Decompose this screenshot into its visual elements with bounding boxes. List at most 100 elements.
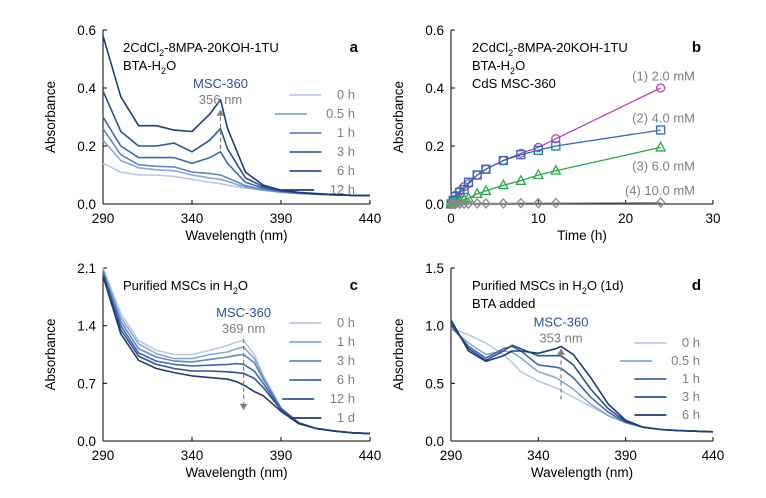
y-tick-label: 0.7 [77, 376, 96, 391]
panel-note: Purified MSCs in H2O [123, 278, 248, 296]
legend-label: 0.5 h [326, 106, 355, 121]
note-part: -8MPA-20KOH-1TU [164, 40, 279, 55]
data-point [454, 194, 466, 206]
data-point [471, 187, 483, 199]
data-point [515, 197, 526, 209]
panel-letter: d [692, 277, 701, 294]
legend-label: 1 h [337, 125, 355, 140]
annotation-value: 369 nm [222, 321, 265, 336]
series-label: (3) 6.0 mM [632, 158, 695, 173]
note-part: O [166, 58, 176, 73]
panel-note: CdS MSC-360 [472, 76, 556, 91]
panel-note: Purified MSCs in H2O (1d) [472, 278, 624, 296]
annotation-label: MSC-360 [193, 76, 248, 91]
data-point [533, 145, 543, 156]
panel-note: 2CdCl2-8MPA-20KOH-1TU [472, 40, 628, 58]
subscript: 2 [233, 286, 238, 296]
x-tick-label: 340 [181, 448, 204, 463]
data-point [497, 178, 509, 190]
y-axis-label: Absorbance [391, 318, 406, 390]
note-part: 2CdCl [123, 40, 159, 55]
annotation-value: 356 nm [199, 92, 242, 107]
note-part: BTA-H [123, 58, 161, 73]
note-part: 2CdCl [472, 40, 508, 55]
panel-letter: a [350, 39, 359, 56]
series-label: (1) 2.0 mM [632, 68, 695, 83]
x-tick-label: 290 [92, 211, 115, 226]
y-tick-label: 0.0 [77, 197, 96, 212]
data-point [462, 191, 475, 203]
y-axis-label: Absorbance [43, 81, 58, 153]
annotation-arrowhead [216, 109, 225, 116]
x-axis-label: Wavelength (nm) [185, 228, 287, 243]
y-tick-label: 1.4 [77, 319, 96, 334]
annotation-label: MSC-360 [216, 305, 271, 320]
data-point [532, 168, 544, 180]
x-tick-label: 20 [618, 211, 633, 226]
annotation-label: MSC-360 [534, 315, 589, 330]
panel-note: 2CdCl2-8MPA-20KOH-1TU [123, 40, 279, 58]
data-point [655, 83, 666, 93]
panel-note: BTA-H2O [123, 58, 176, 76]
legend-label: 6 h [682, 407, 700, 422]
series-line [450, 319, 714, 433]
subscript: 2 [508, 48, 513, 58]
legend-label: 3 h [682, 389, 700, 404]
data-point [472, 170, 482, 180]
subscript: 2 [159, 48, 164, 58]
legend-label: 6 h [337, 372, 355, 387]
note-part: BTA-H [472, 58, 510, 73]
data-point [515, 174, 527, 185]
note-part: CdS MSC-360 [472, 76, 556, 91]
annotation-arrowhead [239, 403, 248, 410]
subscript: 2 [161, 66, 166, 76]
series-line [102, 275, 371, 435]
legend-label: 1 h [682, 371, 700, 386]
legend-label: 6 h [337, 163, 355, 178]
subscript: 2 [582, 286, 587, 296]
data-point [550, 164, 562, 175]
panel-letter: c [350, 277, 358, 294]
data-point [655, 197, 666, 209]
data-point [655, 125, 666, 135]
panel-note: BTA added [472, 296, 535, 311]
x-axis-label: Time (h) [557, 228, 607, 243]
data-point [655, 141, 667, 152]
legend-label: 0.5 h [671, 353, 700, 368]
y-axis-label: Absorbance [391, 81, 406, 153]
panel-d: 0.0 0.5 1.0 1.5 290 340 390 440 Wavelength (nm) A… [391, 261, 724, 480]
y-tick-label: 0.4 [77, 81, 96, 96]
data-point [551, 134, 561, 144]
y-tick-label: 0.2 [77, 139, 96, 154]
panel-a: 0.0 0.2 0.4 0.6 290 340 390 440 Wavelength (nm) A… [43, 23, 381, 243]
note-part: O [238, 278, 248, 293]
x-tick-label: 440 [359, 211, 382, 226]
data-point [533, 197, 544, 209]
panel-c: 0.0 0.7 1.4 2.1 290 340 390 440 Wavelength (nm) A… [43, 261, 381, 480]
data-point [472, 197, 483, 209]
legend-label: 12 h [330, 182, 355, 197]
y-tick-label: 0.6 [425, 23, 444, 38]
series-label: (2) 4.0 mM [632, 110, 695, 125]
note-part: O [515, 58, 525, 73]
note-part: BTA added [472, 296, 535, 311]
y-tick-label: 1.5 [425, 261, 444, 276]
legend-label: 0 h [682, 335, 700, 350]
data-point [551, 141, 561, 151]
annotation-value: 353 nm [539, 331, 582, 346]
x-tick-label: 290 [440, 448, 463, 463]
x-tick-label: 0 [447, 211, 455, 226]
x-tick-label: 10 [531, 211, 546, 226]
subscript: 2 [510, 66, 515, 76]
note-part: O (1d) [587, 278, 624, 293]
x-axis-label: Wavelength (nm) [185, 465, 287, 480]
y-tick-label: 1.0 [425, 319, 444, 334]
y-tick-label: 0.0 [425, 434, 444, 449]
x-tick-label: 340 [181, 211, 204, 226]
x-tick-label: 340 [527, 448, 550, 463]
x-tick-label: 390 [614, 448, 637, 463]
data-point [445, 197, 457, 209]
data-point [480, 184, 492, 196]
